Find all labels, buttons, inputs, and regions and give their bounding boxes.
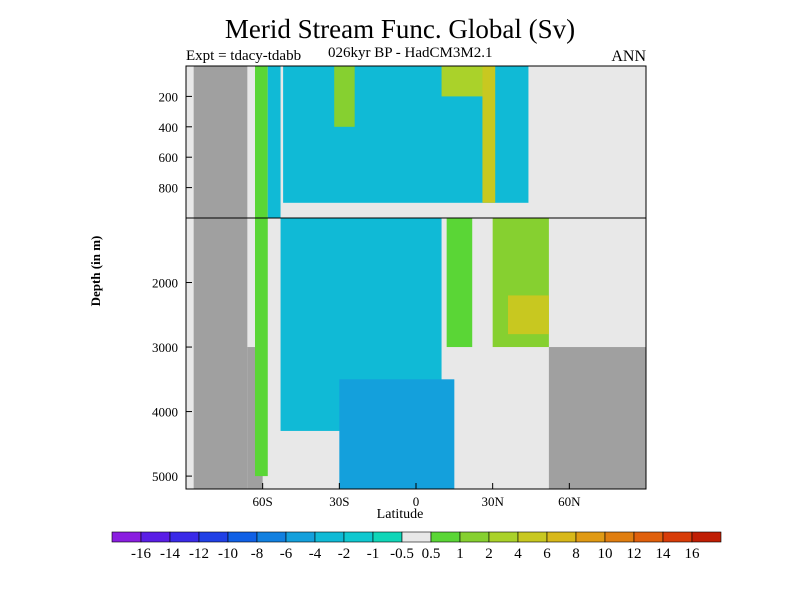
experiment-subtitle: Expt = tdacy-tdabb [186, 48, 302, 64]
colorbar-swatch [488, 531, 519, 543]
contour-region [339, 379, 455, 489]
contour-field [186, 66, 646, 489]
colorbar-swatch [372, 531, 403, 543]
colorbar-label: -10 [218, 546, 238, 562]
land-mask [193, 66, 248, 489]
x-tick-label: 60S [253, 494, 273, 509]
period-subtitle: 026kyr BP - HadCM3M2.1 [328, 45, 493, 61]
x-axis-label: Latitude [376, 507, 424, 522]
colorbar-label: -4 [309, 546, 322, 562]
colorbar-swatch [256, 531, 287, 543]
colorbar-label: -0.5 [390, 546, 414, 562]
colorbar-label: 10 [598, 546, 613, 562]
colorbar-swatch [633, 531, 664, 543]
colorbar-label: -14 [160, 546, 180, 562]
y-axis-label: Depth (in m) [88, 235, 103, 307]
y-tick-label: 3000 [152, 340, 178, 355]
colorbar-swatch [459, 531, 490, 543]
colorbar-label: 8 [572, 546, 580, 562]
y-tick-label: 5000 [152, 469, 178, 484]
colorbar-swatch [343, 531, 374, 543]
colorbar-label: -1 [367, 546, 380, 562]
colorbar-swatch [227, 531, 258, 543]
colorbar-swatch [140, 531, 171, 543]
colorbar-label: 6 [543, 546, 551, 562]
colorbar-swatch [285, 531, 316, 543]
season-subtitle: ANN [611, 48, 646, 65]
colorbar-swatch [662, 531, 693, 543]
colorbar-swatch [546, 531, 577, 543]
colorbar-label: -8 [251, 546, 264, 562]
colorbar-label: -16 [131, 546, 151, 562]
y-tick-label: 2000 [152, 276, 178, 291]
colorbar: -16 -14 -12 -10 -8 -6 -4 -2 -1 -0.5 0.5 1 2 4 6 8 10 12 14… [111, 531, 722, 562]
colorbar-label: -12 [189, 546, 209, 562]
y-tick-label: 400 [159, 120, 179, 135]
colorbar-label: 14 [656, 546, 672, 562]
colorbar-swatch [517, 531, 548, 543]
x-tick-label: 30N [481, 494, 504, 509]
land-mask [548, 347, 646, 489]
x-tick-label: 60N [558, 494, 581, 509]
contour-region [334, 66, 355, 127]
contour-region [508, 295, 549, 335]
y-tick-label: 800 [159, 181, 179, 196]
y-tick-label: 4000 [152, 405, 178, 420]
chart-title: Merid Stream Func. Global (Sv) [224, 14, 576, 44]
colorbar-swatch [111, 531, 142, 543]
colorbar-swatch [430, 531, 461, 543]
colorbar-swatch [575, 531, 606, 543]
colorbar-label: 16 [685, 546, 701, 562]
colorbar-swatch [604, 531, 635, 543]
colorbar-swatch [401, 531, 432, 543]
colorbar-swatch [691, 531, 722, 543]
y-tick-label: 200 [159, 89, 179, 104]
colorbar-swatch [314, 531, 345, 543]
colorbar-label: 2 [485, 546, 493, 562]
y-tick-label: 600 [159, 150, 179, 165]
colorbar-swatch [198, 531, 229, 543]
colorbar-label: 12 [627, 546, 642, 562]
colorbar-label: -6 [280, 546, 293, 562]
axis-ticks: 60S 30S 0 30N 60N 200 400 600 800 2000 3000 4000 500… [152, 89, 581, 509]
x-tick-label: 30S [329, 494, 349, 509]
colorbar-label: 0.5 [422, 546, 441, 562]
contour-region [446, 218, 473, 348]
colorbar-label: 1 [456, 546, 464, 562]
contour-region [482, 66, 496, 203]
colorbar-swatch [169, 531, 200, 543]
x-tick-label: 0 [413, 494, 420, 509]
contour-region [267, 66, 281, 218]
colorbar-label: 4 [514, 546, 522, 562]
colorbar-label: -2 [338, 546, 351, 562]
contour-region [255, 66, 268, 477]
